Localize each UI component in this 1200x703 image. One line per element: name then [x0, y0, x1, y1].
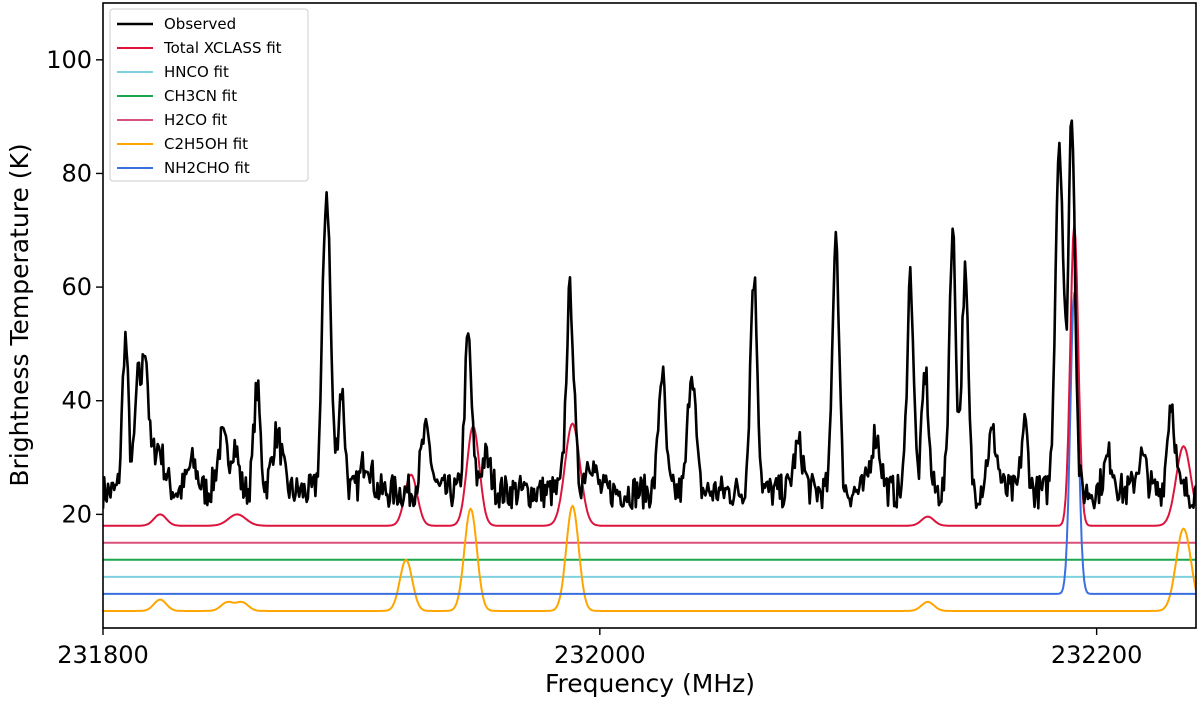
x-tick-label: 231800: [57, 641, 149, 669]
legend: Observed Total XCLASS fit HNCO fit CH3CN fi…: [109, 8, 309, 182]
x-tick-label: 232000: [554, 641, 646, 669]
series-line-total-xclass-fit: [103, 223, 1196, 527]
x-axis-label: Frequency (MHz): [545, 669, 755, 698]
series-line-nh2cho-fit: [103, 291, 1196, 595]
legend-box: [109, 8, 309, 182]
y-tick-label: 40: [61, 387, 92, 415]
ticks-layer: 231800 232000 232200 20 40 60 80 100: [46, 46, 1142, 669]
legend-label-c2h5oh-fit: C2H5OH fit: [164, 135, 248, 153]
series-line-c2h5oh-fit: [103, 504, 1196, 612]
legend-label-total-xclass-fit: Total XCLASS fit: [163, 39, 282, 57]
y-tick-label: 100: [46, 46, 92, 74]
legend-label-ch3cn-fit: CH3CN fit: [164, 87, 237, 105]
legend-label-observed: Observed: [164, 15, 236, 33]
plot-frame: [102, 2, 1197, 629]
series-line-observed: [103, 119, 1196, 510]
legend-label-h2co-fit: H2CO fit: [164, 111, 227, 129]
y-axis-label: Brightness Temperature (K): [5, 143, 34, 486]
y-tick-label: 20: [61, 500, 92, 528]
series-layer: [103, 119, 1196, 612]
y-tick-label: 60: [61, 273, 92, 301]
legend-label-nh2cho-fit: NH2CHO fit: [164, 159, 250, 177]
x-tick-label: 232200: [1051, 641, 1143, 669]
y-tick-label: 80: [61, 159, 92, 187]
legend-label-hnco-fit: HNCO fit: [164, 63, 229, 81]
